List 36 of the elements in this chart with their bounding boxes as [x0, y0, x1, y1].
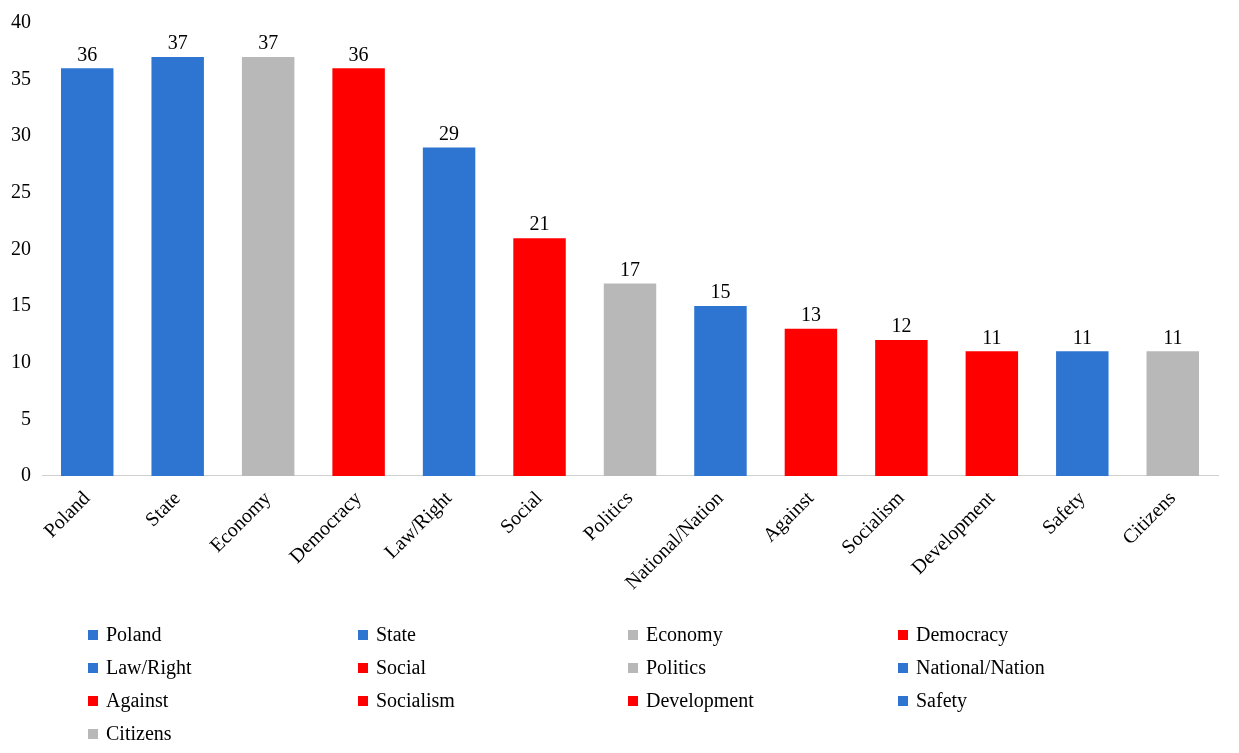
data-label: 21 [529, 212, 550, 235]
y-tick-label: 5 [21, 406, 31, 429]
data-label: 11 [1163, 325, 1183, 348]
data-label: 36 [77, 42, 98, 65]
y-tick-label: 30 [11, 123, 31, 146]
data-label: 11 [1072, 325, 1092, 348]
y-tick-label: 35 [11, 66, 31, 89]
legend-label: National/Nation [916, 656, 1045, 679]
legend-label: Poland [106, 623, 162, 646]
y-tick-label: 40 [11, 10, 31, 33]
legend-label: Law/Right [106, 656, 192, 679]
y-tick-label: 20 [11, 236, 31, 259]
y-tick-label: 15 [11, 293, 31, 316]
legend-label: Economy [646, 623, 723, 646]
legend-label: State [376, 623, 416, 646]
legend-label: Democracy [916, 623, 1009, 646]
data-label: 13 [800, 302, 821, 325]
data-label: 37 [258, 31, 279, 54]
data-label: 11 [982, 325, 1002, 348]
data-label: 29 [439, 121, 460, 144]
y-tick-label: 25 [11, 180, 31, 203]
y-tick-label: 10 [11, 349, 31, 372]
legend-label: Citizens [106, 722, 172, 745]
data-label: 12 [891, 314, 912, 337]
data-label: 37 [167, 31, 188, 54]
legend-label: Safety [916, 689, 968, 712]
legend-label: Socialism [376, 689, 455, 712]
legend-label: Development [646, 689, 754, 712]
data-label: 15 [710, 280, 731, 303]
data-label: 17 [620, 257, 640, 280]
x-tick-label: State [140, 486, 185, 531]
legend-label: Against [106, 689, 169, 712]
legend-label: Social [376, 656, 426, 679]
data-label: 36 [348, 42, 369, 65]
legend-label: Politics [646, 656, 707, 679]
y-tick-label: 0 [21, 463, 31, 486]
